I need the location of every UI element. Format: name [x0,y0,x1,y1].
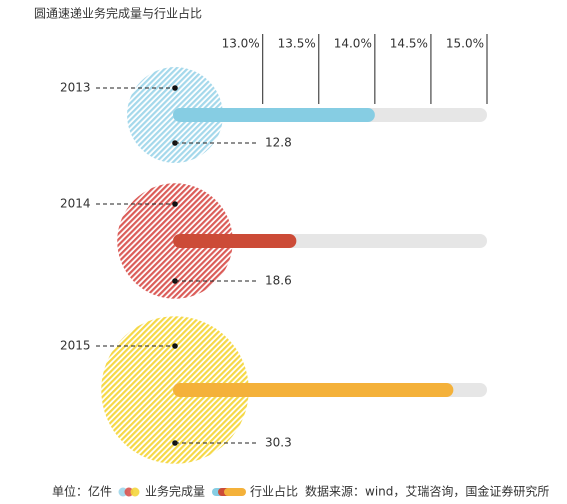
source-note: 数据来源：wind，艾瑞咨询，国金证券研究所 [305,484,549,499]
year-label: 2015 [60,339,91,353]
value-label: 18.6 [265,274,292,288]
bar [173,234,297,248]
chart-title: 圆通速递业务完成量与行业占比 [34,6,202,21]
bar [173,108,375,122]
value-label: 30.3 [265,436,292,450]
dot [172,343,178,349]
x-tick-label: 14.5% [390,37,428,51]
x-tick-label: 13.5% [278,37,316,51]
year-label: 2013 [60,81,91,95]
legend-label: 业务完成量 [145,484,205,499]
unit-note: 单位：亿件 [52,484,112,499]
legend-swatch [224,488,246,496]
x-tick-label: 15.0% [446,37,484,51]
year-label: 2014 [60,197,91,211]
x-tick-label: 13.0% [222,37,260,51]
legend-label: 行业占比 [250,484,298,499]
legend-swatch [130,487,140,497]
x-tick-label: 14.0% [334,37,372,51]
dot [172,85,178,91]
value-label: 12.8 [265,136,292,150]
bar [173,383,454,397]
dot [172,201,178,207]
